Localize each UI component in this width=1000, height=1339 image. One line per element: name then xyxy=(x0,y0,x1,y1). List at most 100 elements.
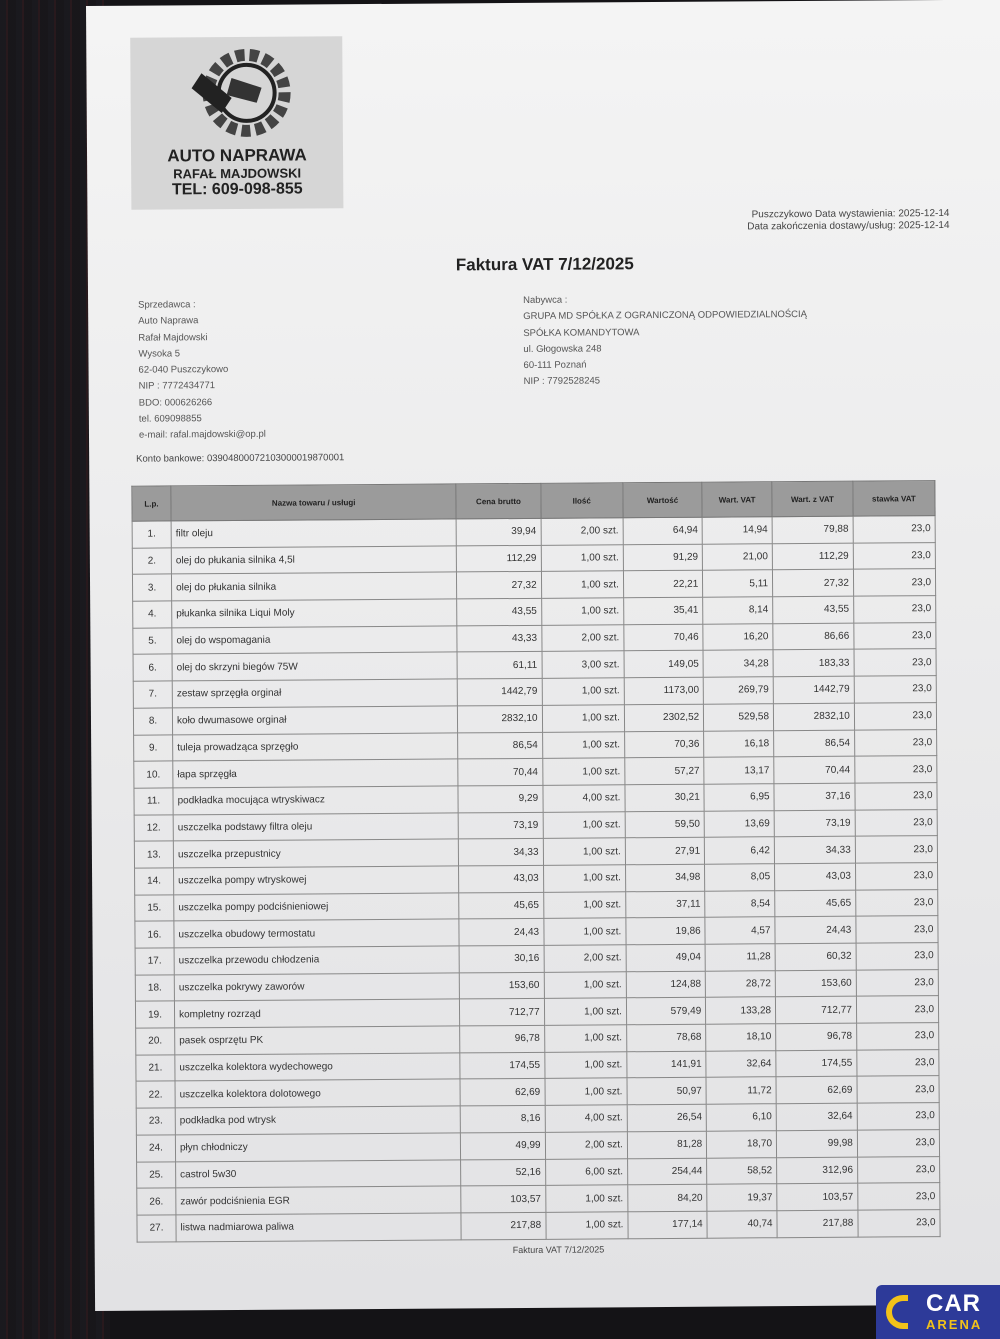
gross-value: 45,65 xyxy=(774,889,856,918)
row-number: 21. xyxy=(135,1054,176,1082)
vat-amount: 16,20 xyxy=(703,623,774,651)
gross-value: 99,98 xyxy=(776,1129,858,1158)
vat-rate: 23,0 xyxy=(854,675,937,703)
unit-price: 174,55 xyxy=(460,1052,545,1080)
item-name: kompletny rozrząd xyxy=(174,999,461,1028)
buyer-line: 60-111 Poznań xyxy=(523,359,587,372)
quantity: 1,00 szt. xyxy=(545,1211,628,1239)
gross-value: 32,64 xyxy=(776,1103,858,1131)
vat-rate: 23,0 xyxy=(857,1102,940,1130)
unit-price: 2832,10 xyxy=(457,705,543,733)
unit-price: 49,99 xyxy=(460,1132,546,1160)
gross-value: 70,44 xyxy=(773,756,855,784)
seller-line: 62-040 Puszczykowo xyxy=(138,364,229,376)
buyer-line: ul. Głogowska 248 xyxy=(523,343,602,355)
item-name: zawór podciśnienia EGR xyxy=(175,1186,462,1215)
vat-rate: 23,0 xyxy=(855,862,938,890)
seller-line: Wysoka 5 xyxy=(138,348,181,360)
net-value: 78,68 xyxy=(626,1024,707,1052)
unit-price: 9,29 xyxy=(458,785,543,813)
net-value: 30,21 xyxy=(624,784,705,812)
item-name: olej do skrzyni biegów 75W xyxy=(172,652,458,682)
vat-amount: 8,14 xyxy=(702,596,773,624)
unit-price: 217,88 xyxy=(461,1212,546,1240)
row-number: 3. xyxy=(132,574,172,602)
row-number: 2. xyxy=(132,547,172,575)
net-value: 35,41 xyxy=(623,597,704,625)
quantity: 1,00 szt. xyxy=(543,864,626,892)
quantity: 1,00 szt. xyxy=(542,811,626,839)
vat-rate: 23,0 xyxy=(856,969,939,997)
vat-rate: 23,0 xyxy=(857,1156,940,1184)
item-name: uszczelka pompy wtryskowej xyxy=(173,865,460,895)
row-number: 14. xyxy=(134,867,174,895)
net-value: 1173,00 xyxy=(624,677,704,705)
net-value: 91,29 xyxy=(623,543,703,572)
item-name: podkładka pod wtrysk xyxy=(175,1106,461,1135)
item-name: olej do płukania silnika xyxy=(171,572,458,601)
quantity: 1,00 szt. xyxy=(541,597,624,626)
vat-amount: 269,79 xyxy=(703,676,774,705)
seller-line: tel. 609098855 xyxy=(138,413,202,425)
row-number: 19. xyxy=(135,1001,175,1029)
buyer-block: Nabywca : GRUPA MD SPÓŁKA Z OGRANICZONĄ O… xyxy=(523,291,807,391)
invoice-dates: Puszczykowo Data wystawienia: 2025-12-14… xyxy=(747,208,950,233)
logo-name: AUTO NAPRAWA xyxy=(167,145,307,166)
gross-value: 86,54 xyxy=(773,729,855,757)
badge-line2: ARENA xyxy=(926,1317,983,1332)
vat-amount: 34,28 xyxy=(703,650,774,678)
vat-amount: 13,69 xyxy=(704,810,775,838)
gross-value: 153,60 xyxy=(775,969,857,998)
seller-line: Auto Naprawa xyxy=(138,315,199,327)
row-number: 26. xyxy=(136,1188,176,1216)
column-header: Ilość xyxy=(540,482,623,519)
gross-value: 86,66 xyxy=(772,622,854,651)
quantity: 2,00 szt. xyxy=(541,624,624,652)
vat-rate: 23,0 xyxy=(854,729,937,757)
column-header: L.p. xyxy=(131,485,172,522)
item-name: podkładka mocująca wtryskiwacz xyxy=(172,785,459,815)
quantity: 1,00 szt. xyxy=(543,971,627,999)
item-name: uszczelka przepustnicy xyxy=(173,839,459,868)
row-number: 20. xyxy=(135,1027,175,1055)
net-value: 49,04 xyxy=(625,944,706,972)
vat-amount: 5,11 xyxy=(702,570,773,598)
invoice-document: AUTO NAPRAWA RAFAŁ MAJDOWSKI TEL: 609-09… xyxy=(86,0,1000,1311)
row-number: 15. xyxy=(134,894,174,922)
row-number: 25. xyxy=(136,1161,176,1189)
quantity: 1,00 szt. xyxy=(543,918,626,946)
vat-rate: 23,0 xyxy=(852,515,936,543)
gross-value: 112,29 xyxy=(772,542,854,571)
seller-line: Rafał Majdowski xyxy=(138,331,208,344)
row-number: 7. xyxy=(133,681,173,708)
net-value: 64,94 xyxy=(622,517,703,545)
item-name: uszczelka kolektora wydechowego xyxy=(174,1052,461,1082)
row-number: 12. xyxy=(134,814,174,842)
row-number: 8. xyxy=(133,707,173,735)
quantity: 1,00 szt. xyxy=(540,544,624,572)
vat-rate: 23,0 xyxy=(855,889,938,917)
seller-line: NIP : 7772434771 xyxy=(138,380,216,393)
row-number: 16. xyxy=(134,921,175,949)
row-number: 22. xyxy=(136,1081,176,1109)
net-value: 84,20 xyxy=(627,1184,708,1212)
net-value: 26,54 xyxy=(627,1104,707,1132)
row-number: 9. xyxy=(133,734,173,762)
quantity: 1,00 szt. xyxy=(545,1184,628,1213)
unit-price: 27,32 xyxy=(456,571,542,599)
vat-rate: 23,0 xyxy=(855,835,938,864)
gross-value: 174,55 xyxy=(775,1049,857,1078)
vat-rate: 23,0 xyxy=(854,809,938,837)
gross-value: 62,69 xyxy=(776,1076,858,1104)
item-name: listwa nadmiarowa paliwa xyxy=(175,1212,462,1242)
vat-amount: 18,70 xyxy=(706,1130,777,1158)
net-value: 2302,52 xyxy=(624,704,704,732)
item-name: uszczelka pokrywy zaworów xyxy=(174,972,460,1002)
item-name: tuleja prowadząca sprzęgło xyxy=(172,732,459,762)
seller-block: Sprzedawca : Auto Naprawa Rafał Majdowski W… xyxy=(138,297,266,445)
quantity: 4,00 szt. xyxy=(542,784,625,812)
vat-amount: 529,58 xyxy=(703,703,774,731)
quantity: 1,00 szt. xyxy=(544,1078,628,1106)
quantity: 2,00 szt. xyxy=(540,517,624,546)
net-value: 70,36 xyxy=(624,730,704,758)
